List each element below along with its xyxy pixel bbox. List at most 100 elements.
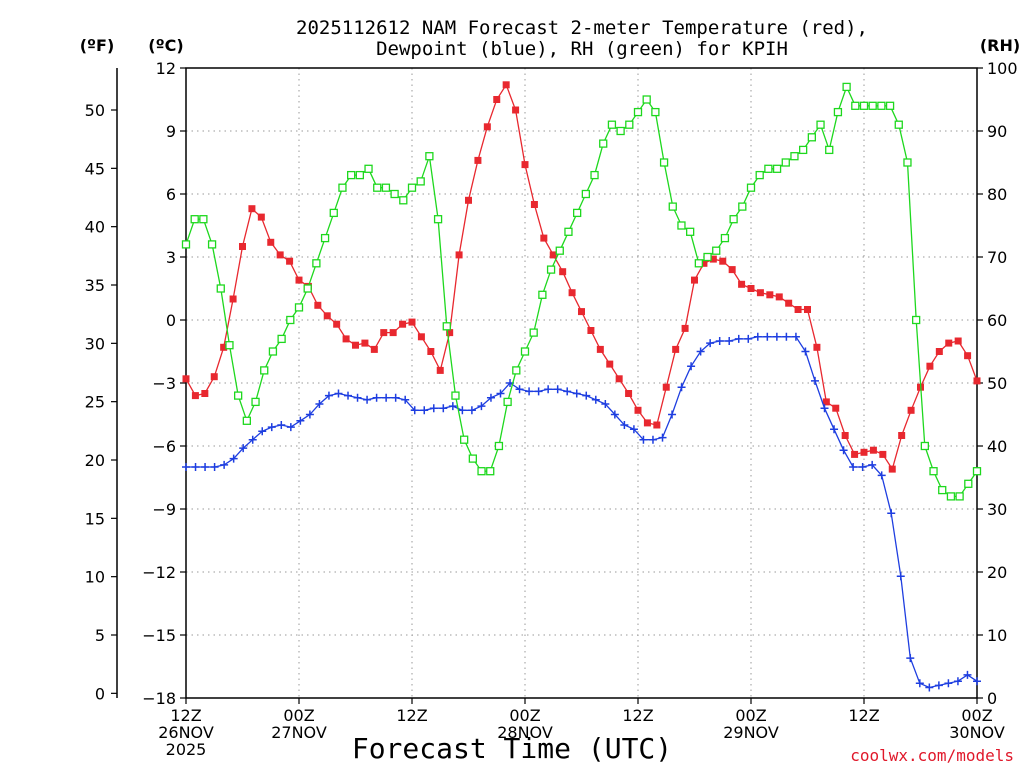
dewpoint-point <box>534 387 543 396</box>
temperature-point <box>964 352 972 360</box>
dewpoint-point <box>315 400 324 408</box>
rh-point <box>912 315 921 325</box>
dewpoint-point <box>906 654 915 663</box>
rh-point <box>355 170 364 180</box>
dewpoint-point <box>953 677 962 686</box>
temperature-point <box>973 377 981 385</box>
rh-point <box>703 252 712 262</box>
dewpoint-point <box>525 387 534 396</box>
rh-point <box>764 164 773 173</box>
dewpoint-point <box>668 410 677 419</box>
rh-point <box>364 164 373 173</box>
celsius-axis: −18 −15 −12 −9 −6 −3 0 3 6 9 12 <box>142 59 186 708</box>
temperature-point <box>568 289 576 297</box>
rh-point <box>546 265 556 274</box>
time-tick-label: 27NOV <box>271 723 327 742</box>
dewpoint-point <box>372 393 381 402</box>
temperature-point <box>596 345 604 353</box>
dewpoint-point <box>277 421 286 429</box>
rh-point <box>216 284 225 293</box>
dewpoint-point <box>553 385 562 394</box>
fahrenheit-tick-label: 10 <box>85 568 105 587</box>
rh-point <box>920 441 929 451</box>
dewpoint-point <box>734 334 743 343</box>
celsius-tick-label: 3 <box>166 248 176 267</box>
rh-point <box>738 202 747 211</box>
rh-point <box>851 101 860 110</box>
rh-point <box>625 120 634 129</box>
dewpoint-point <box>448 402 457 411</box>
dewpoint-point <box>305 410 314 419</box>
series-line-dewpoint <box>186 336 978 689</box>
fahrenheit-axis: 0 5 10 15 20 25 30 35 40 45 50 <box>85 101 117 703</box>
rh-point <box>234 391 243 400</box>
temperature-point <box>756 289 764 297</box>
temperature-point <box>389 329 397 337</box>
fahrenheit-tick-label: 50 <box>85 101 105 120</box>
dewpoint-point <box>182 463 190 471</box>
temperature-point <box>455 251 463 259</box>
temperature-point <box>709 255 717 263</box>
dewpoint-point <box>782 332 791 341</box>
temperature-point <box>399 320 407 328</box>
temperature-point <box>201 390 209 397</box>
rh-point <box>720 233 730 243</box>
temperature-point <box>954 337 962 345</box>
rh-point <box>929 467 938 476</box>
temperature-point <box>898 432 906 439</box>
rh-point <box>477 467 486 476</box>
rh-point <box>607 120 617 129</box>
temperature-point <box>483 123 491 131</box>
rh-tick-label: 30 <box>987 500 1007 519</box>
temperature-point <box>822 398 830 406</box>
time-tick-label: 00Z <box>961 706 992 725</box>
celsius-tick-label: 12 <box>156 59 176 78</box>
celsius-tick-label: 6 <box>166 185 176 204</box>
rh-point <box>894 120 903 129</box>
temperature-point <box>804 306 811 313</box>
temperature-point <box>493 96 501 103</box>
rh-point <box>799 145 808 155</box>
temperature-point <box>634 406 642 414</box>
rh-point <box>286 315 295 325</box>
series-layer <box>181 81 982 692</box>
dewpoint-point <box>610 410 619 419</box>
time-tick-label: 29NOV <box>723 723 779 742</box>
dewpoint-point <box>334 389 343 398</box>
dewpoint-point <box>229 454 238 463</box>
dewpoint-point <box>791 332 800 341</box>
dewpoint-point <box>725 337 734 345</box>
rh-point <box>825 145 834 155</box>
dewpoint-point <box>925 683 934 692</box>
temperature-point <box>276 251 284 259</box>
time-tick-label: 12Z <box>622 706 653 725</box>
temperature-point <box>323 312 331 320</box>
temperature-point <box>380 329 388 337</box>
dewpoint-point <box>887 509 896 518</box>
temperature-point <box>370 345 378 353</box>
temperature-point <box>465 196 472 204</box>
rh-point <box>712 246 721 255</box>
temperature-point <box>879 450 887 458</box>
time-tick-label: 12Z <box>170 706 201 725</box>
temperature-point <box>681 324 689 332</box>
rh-point <box>529 328 538 337</box>
rh-point <box>181 240 191 249</box>
dewpoint-point <box>620 421 629 429</box>
dewpoint-point <box>296 416 305 425</box>
credit-text: coolwx.com/models <box>850 746 1014 765</box>
dewpoint-point <box>687 362 696 371</box>
dewpoint-point <box>896 572 905 581</box>
temperature-point <box>229 295 237 303</box>
temperature-point <box>521 161 529 169</box>
rh-point <box>616 126 625 136</box>
fahrenheit-unit-label: (ºF) <box>80 36 115 55</box>
rh-point <box>320 233 330 243</box>
celsius-tick-label: −9 <box>152 500 176 519</box>
dewpoint-point <box>696 347 705 356</box>
dewpoint-point <box>810 376 819 385</box>
time-tick-label: 12Z <box>848 706 879 725</box>
x-axis-title: Forecast Time (UTC) <box>352 732 672 765</box>
rh-point <box>564 227 573 236</box>
rh-point <box>468 454 477 463</box>
